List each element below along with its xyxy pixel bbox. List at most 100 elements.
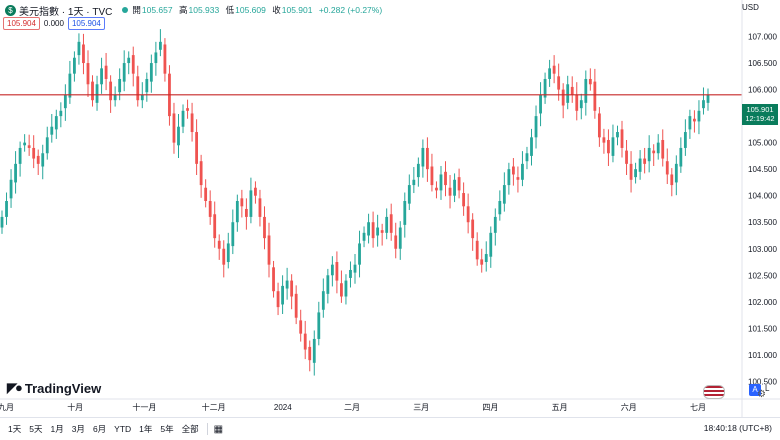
sell-price-button[interactable]: 105.904 <box>3 17 40 30</box>
y-tick-label: 102.500 <box>748 271 777 280</box>
candle <box>502 185 506 204</box>
candle <box>344 280 348 297</box>
y-tick-label: 106.000 <box>748 86 777 95</box>
y-tick-label: 104.500 <box>748 165 777 174</box>
candle <box>561 89 565 106</box>
y-tick-label: 103.500 <box>748 218 777 227</box>
candle <box>665 161 669 175</box>
candle <box>552 65 556 74</box>
candle <box>213 214 217 239</box>
candle <box>412 179 416 186</box>
candle <box>204 187 208 201</box>
candle <box>263 216 266 239</box>
candle <box>435 187 438 191</box>
candle <box>466 206 470 223</box>
us-flag-icon <box>703 385 725 399</box>
range-1m-button[interactable]: 1月 <box>50 424 64 434</box>
range-6m-button[interactable]: 6月 <box>92 424 107 434</box>
dollar-icon: $ <box>5 4 16 16</box>
candle <box>73 57 76 74</box>
candle <box>421 147 425 167</box>
candle <box>398 227 402 249</box>
candle <box>27 145 31 148</box>
range-1y-button[interactable]: 1年 <box>139 424 153 434</box>
candle <box>426 147 429 170</box>
clock-time[interactable]: 18:40:18 (UTC+8) <box>703 423 772 433</box>
candle <box>638 158 642 172</box>
candle <box>231 222 235 247</box>
range-3m-button[interactable]: 3月 <box>71 424 85 434</box>
candle <box>602 137 606 143</box>
candle <box>616 132 619 138</box>
candle <box>149 63 153 82</box>
x-tick-label: 十一月 <box>132 402 156 412</box>
symbol-title[interactable]: 美元指數 · 1天 · TVC <box>19 6 113 18</box>
candle <box>340 283 343 297</box>
candle <box>63 94 67 109</box>
range-ytd-button[interactable]: YTD <box>114 424 132 434</box>
x-tick-label: 三月 <box>413 403 429 412</box>
candle <box>439 174 443 191</box>
candle <box>86 63 90 85</box>
candle <box>498 201 502 215</box>
candle <box>290 280 294 297</box>
candle <box>358 243 361 265</box>
y-tick-label: 101.500 <box>748 324 777 333</box>
candle <box>480 259 484 265</box>
candle <box>181 110 185 127</box>
range-5y-button[interactable]: 5年 <box>160 424 174 434</box>
tradingview-logo[interactable]: ◤● TradingView <box>7 380 101 396</box>
candle <box>566 84 570 103</box>
y-tick-label: 107.000 <box>748 33 777 42</box>
candle <box>661 139 665 159</box>
candle <box>303 333 307 350</box>
tradingview-logo-icon: ◤● <box>7 380 23 395</box>
range-1d-button[interactable]: 1天 <box>8 424 22 434</box>
gear-icon[interactable]: ⚙ <box>757 389 766 400</box>
candle <box>299 320 303 334</box>
candle <box>543 78 547 98</box>
x-tick-label: 十二月 <box>202 402 226 412</box>
candle <box>416 163 420 178</box>
candle <box>489 232 493 257</box>
candle <box>385 216 389 233</box>
candle <box>312 338 316 363</box>
candle <box>285 280 289 289</box>
candle <box>186 108 189 111</box>
price-chart[interactable]: 107.000106.500106.000105.500105.000104.5… <box>0 0 780 417</box>
candle <box>317 312 321 339</box>
candle <box>507 169 511 186</box>
candle <box>643 158 647 164</box>
candle <box>679 147 683 167</box>
ohlc-values: 開105.657 高105.933 低105.609 收105.901 +0.2… <box>132 5 383 15</box>
log-scale-button[interactable]: L <box>765 384 770 393</box>
buy-price-button[interactable]: 105.904 <box>67 17 105 30</box>
candle <box>688 116 692 130</box>
candle <box>453 179 456 196</box>
logo-text: TradingView <box>24 380 102 396</box>
candle <box>656 142 660 154</box>
candle <box>625 150 628 164</box>
candle <box>588 78 592 85</box>
trade-prices: 105.904 0.000 105.904 <box>3 17 105 30</box>
calendar-icon[interactable]: ▦ <box>213 423 224 435</box>
range-all-button[interactable]: 全部 <box>181 424 199 434</box>
x-tick-label: 五月 <box>552 403 568 412</box>
candle <box>158 41 162 50</box>
currency-selector[interactable]: USD <box>742 3 759 12</box>
auto-scale-button[interactable]: A <box>749 384 761 396</box>
candle <box>140 94 144 101</box>
candle <box>258 198 262 217</box>
candle <box>267 235 271 265</box>
candle <box>59 110 63 117</box>
candle <box>281 285 284 305</box>
candle <box>484 254 488 263</box>
range-5d-button[interactable]: 5天 <box>29 424 43 434</box>
candle <box>706 94 710 103</box>
candle <box>244 208 248 217</box>
candle <box>154 52 158 64</box>
bottom-toolbar: 1天 5天 1月 3月 6月 YTD 1年 5年 全部 ▦ 18:40:18 (… <box>0 417 780 440</box>
candle <box>597 113 601 138</box>
candle <box>5 201 8 217</box>
candle <box>674 163 678 183</box>
